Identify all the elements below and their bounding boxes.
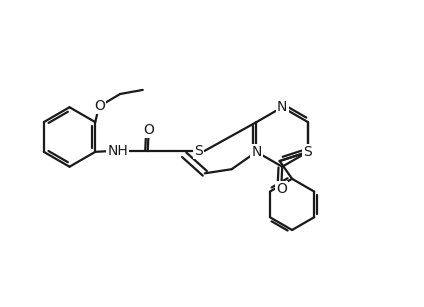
Text: NH: NH: [108, 144, 128, 158]
Text: O: O: [143, 122, 154, 137]
Text: S: S: [304, 145, 312, 159]
Text: N: N: [251, 145, 262, 159]
Text: S: S: [194, 144, 203, 158]
Text: O: O: [276, 182, 287, 196]
Text: O: O: [94, 99, 105, 113]
Text: N: N: [277, 100, 287, 114]
